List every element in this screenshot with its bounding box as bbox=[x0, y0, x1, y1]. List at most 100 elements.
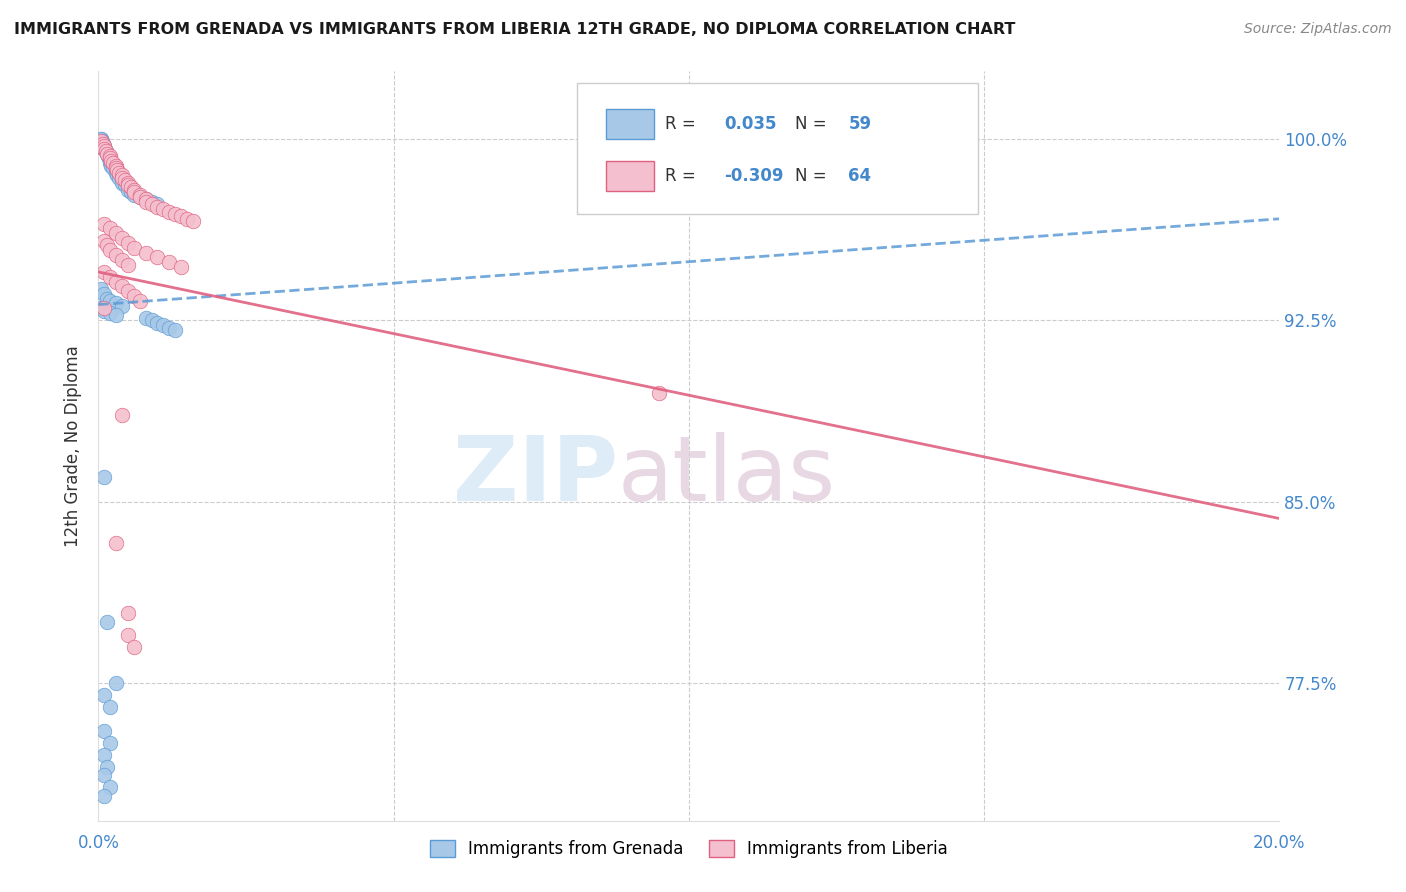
Point bbox=[96, 238, 118, 252]
Point bbox=[93, 217, 115, 231]
Point bbox=[141, 197, 163, 211]
Point bbox=[122, 289, 145, 303]
Point bbox=[105, 309, 128, 323]
Point bbox=[120, 185, 142, 199]
Point bbox=[128, 190, 150, 204]
Point bbox=[157, 204, 180, 219]
Point bbox=[117, 176, 139, 190]
Point bbox=[105, 163, 128, 178]
Point bbox=[93, 139, 115, 153]
Point bbox=[105, 676, 128, 690]
Point bbox=[176, 211, 198, 226]
Point bbox=[90, 135, 112, 149]
Text: N =: N = bbox=[796, 168, 832, 186]
Point bbox=[93, 724, 115, 739]
Point bbox=[117, 180, 139, 194]
Point bbox=[93, 301, 115, 316]
Point bbox=[117, 178, 139, 192]
Text: R =: R = bbox=[665, 168, 702, 186]
Point bbox=[146, 251, 169, 265]
Point bbox=[114, 178, 136, 192]
Point bbox=[105, 161, 128, 175]
Point bbox=[117, 235, 139, 250]
Point bbox=[98, 736, 121, 750]
Point bbox=[93, 142, 115, 156]
Point bbox=[157, 255, 180, 269]
Point bbox=[91, 135, 114, 149]
Text: -0.309: -0.309 bbox=[724, 168, 785, 186]
Point bbox=[96, 146, 118, 161]
Point bbox=[135, 193, 157, 207]
Point bbox=[111, 173, 134, 187]
Point bbox=[98, 293, 121, 308]
Text: ZIP: ZIP bbox=[453, 432, 619, 520]
Point bbox=[98, 306, 121, 320]
Point bbox=[165, 323, 187, 337]
Point bbox=[93, 688, 115, 702]
Text: 0.0%: 0.0% bbox=[77, 834, 120, 852]
Point bbox=[90, 301, 112, 316]
Point bbox=[93, 234, 115, 248]
Point bbox=[90, 132, 112, 146]
Point bbox=[91, 136, 114, 151]
Point bbox=[98, 700, 121, 714]
Point bbox=[105, 163, 128, 178]
Point bbox=[170, 210, 193, 224]
Point bbox=[103, 161, 125, 175]
Point bbox=[152, 202, 174, 216]
Point bbox=[98, 269, 121, 284]
Point bbox=[122, 183, 145, 197]
Point bbox=[111, 279, 134, 293]
Point bbox=[93, 303, 115, 318]
Point bbox=[117, 285, 139, 299]
Point bbox=[105, 248, 128, 262]
Point bbox=[103, 156, 125, 170]
Point bbox=[96, 760, 118, 774]
Point bbox=[648, 385, 671, 400]
Point bbox=[122, 640, 145, 654]
Point bbox=[108, 170, 131, 185]
Point bbox=[117, 627, 139, 641]
Point bbox=[98, 221, 121, 235]
Point bbox=[135, 193, 157, 207]
Point bbox=[117, 183, 139, 197]
Legend: Immigrants from Grenada, Immigrants from Liberia: Immigrants from Grenada, Immigrants from… bbox=[423, 833, 955, 864]
FancyBboxPatch shape bbox=[606, 161, 654, 191]
Point bbox=[100, 159, 122, 173]
Point bbox=[105, 275, 128, 289]
Point bbox=[157, 320, 180, 334]
Point bbox=[94, 144, 117, 158]
Point bbox=[146, 197, 169, 211]
Point bbox=[93, 748, 115, 763]
FancyBboxPatch shape bbox=[606, 109, 654, 139]
Point bbox=[105, 296, 128, 310]
Point bbox=[90, 132, 112, 146]
Point bbox=[128, 187, 150, 202]
Point bbox=[98, 149, 121, 163]
Point bbox=[122, 241, 145, 255]
Point bbox=[114, 173, 136, 187]
Point bbox=[98, 244, 121, 258]
Point bbox=[141, 194, 163, 209]
Point bbox=[90, 282, 112, 296]
Text: R =: R = bbox=[665, 115, 702, 133]
Point bbox=[120, 180, 142, 194]
Point bbox=[105, 159, 128, 173]
Point bbox=[98, 780, 121, 794]
Point bbox=[141, 313, 163, 327]
Point bbox=[93, 768, 115, 782]
Point bbox=[135, 194, 157, 209]
Text: N =: N = bbox=[796, 115, 832, 133]
Point bbox=[91, 139, 114, 153]
Point bbox=[93, 470, 115, 484]
Point bbox=[146, 200, 169, 214]
Point bbox=[117, 258, 139, 272]
Point bbox=[128, 293, 150, 308]
Point bbox=[98, 153, 121, 168]
Point bbox=[105, 535, 128, 549]
Point bbox=[135, 310, 157, 325]
Point bbox=[98, 152, 121, 166]
Point bbox=[97, 149, 120, 163]
Point bbox=[135, 245, 157, 260]
Point bbox=[93, 139, 115, 153]
